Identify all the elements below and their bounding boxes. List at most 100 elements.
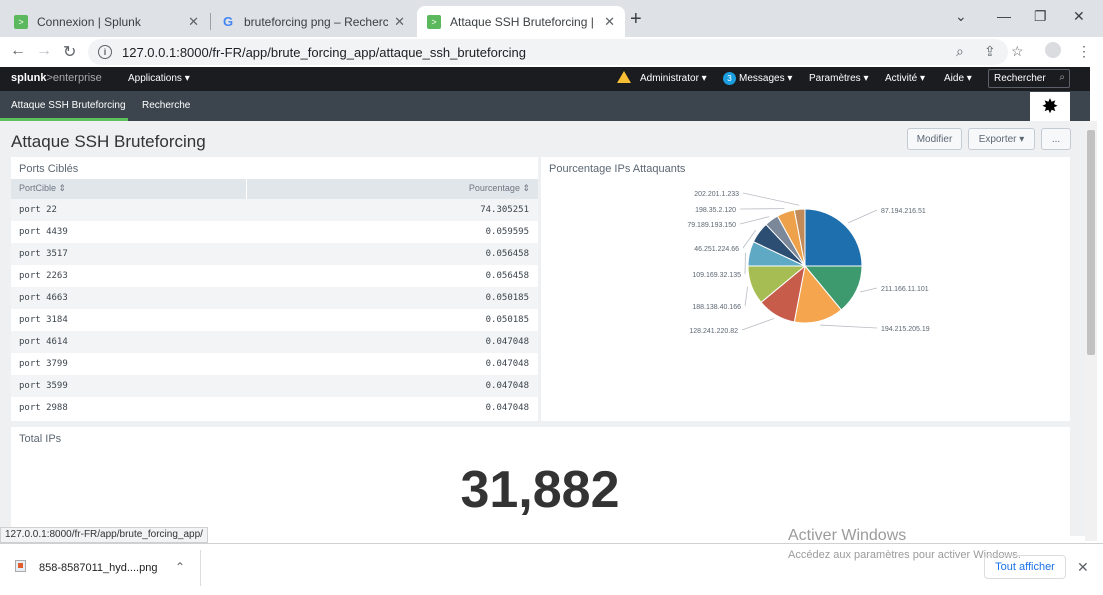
cell-percentage: 0.050185 — [485, 315, 529, 325]
table-body: port 22 74.305251 port 4439 0.059595 port 35… — [11, 199, 538, 419]
pie-label: 128.241.220.82 — [689, 328, 738, 335]
cell-port: port 4663 — [19, 293, 68, 303]
table-header: PortCible ⇕ Pourcentage ⇕ — [11, 179, 538, 199]
export-button[interactable]: Exporter ▾ — [968, 128, 1035, 150]
table-row[interactable]: port 3599 0.047048 — [11, 375, 538, 397]
cell-port: port 3184 — [19, 315, 68, 325]
close-tab-icon[interactable]: ✕ — [394, 13, 405, 29]
cell-port: port 22 — [19, 205, 57, 215]
pie-leader-line — [744, 286, 749, 307]
column-header-pourcentage[interactable]: Pourcentage ⇕ — [246, 179, 538, 199]
more-button[interactable]: ... — [1041, 128, 1071, 150]
splunk-icon: > — [14, 14, 28, 29]
cell-percentage: 0.047048 — [485, 403, 529, 413]
close-icon[interactable]: ✕ — [1077, 559, 1089, 575]
applications-menu[interactable]: Applications ▾ — [128, 73, 190, 84]
activity-menu[interactable]: Activité ▾ — [885, 73, 926, 84]
google-icon: G — [222, 14, 234, 29]
search-input[interactable]: Rechercher ⌕ — [988, 69, 1070, 88]
download-filename[interactable]: 858-8587011_hyd....png — [39, 562, 158, 574]
app-logo-icon[interactable]: ✸ — [1030, 92, 1070, 121]
table-row[interactable]: port 2263 0.056458 — [11, 265, 538, 287]
messages-menu[interactable]: Messages ▾ — [739, 73, 793, 84]
forward-icon[interactable]: → — [36, 42, 52, 59]
tab-title: Connexion | Splunk — [37, 14, 141, 29]
warning-icon[interactable] — [617, 71, 631, 83]
restore-icon[interactable]: ❐ — [1034, 8, 1047, 24]
cell-percentage: 0.050185 — [485, 293, 529, 303]
table-row[interactable]: port 4614 0.047048 — [11, 331, 538, 353]
pie-leader-line — [860, 287, 878, 293]
app-nav-bar: Attaque SSH Bruteforcing Recherche — [0, 91, 1090, 121]
messages-count-badge[interactable]: 3 — [723, 72, 736, 85]
help-menu[interactable]: Aide ▾ — [944, 73, 972, 84]
table-row[interactable]: port 3517 0.056458 — [11, 243, 538, 265]
pie-leader-line — [742, 192, 800, 206]
cell-port: port 3799 — [19, 359, 68, 369]
menu-icon[interactable]: ⋮ — [1077, 43, 1091, 59]
cell-port: port 2263 — [19, 271, 68, 281]
tab-separator — [210, 13, 211, 30]
cell-port: port 4614 — [19, 337, 68, 347]
pie-leader-line — [820, 324, 878, 329]
user-menu[interactable]: Administrator ▾ — [640, 73, 707, 84]
tab-title: bruteforcing png – Recherche Go — [244, 14, 389, 29]
pie-label: 194.215.205.19 — [881, 326, 930, 333]
minimize-icon[interactable]: — — [997, 8, 1011, 24]
share-icon[interactable]: ⇪ — [984, 43, 996, 59]
tab-connexion-splunk[interactable]: > Connexion | Splunk ✕ — [4, 6, 209, 37]
nav-attaque-ssh[interactable]: Attaque SSH Bruteforcing — [11, 100, 126, 111]
zoom-icon[interactable]: ⌕ — [956, 43, 964, 59]
scrollbar-thumb[interactable] — [1087, 130, 1095, 355]
chevron-down-icon[interactable]: ⌄ — [955, 8, 967, 24]
close-tab-icon[interactable]: ✕ — [188, 13, 199, 29]
show-all-downloads-button[interactable]: Tout afficher — [984, 555, 1066, 579]
windows-activation-text: Accédez aux paramètres pour activer Wind… — [788, 549, 1021, 561]
cell-percentage: 0.056458 — [485, 271, 529, 281]
pie-label: 46.251.224.66 — [694, 246, 739, 253]
pie-leader-line — [741, 318, 775, 331]
tab-google-search[interactable]: G bruteforcing png – Recherche Go ✕ — [211, 6, 415, 37]
address-bar[interactable]: i 127.0.0.1:8000/fr-FR/app/brute_forcing… — [88, 39, 1008, 65]
pie-label: 79.189.193.150 — [687, 222, 736, 229]
close-tab-icon[interactable]: ✕ — [604, 13, 615, 29]
pie-chart: 87.194.216.51 211.166.11.101 194.215.205.1… — [687, 191, 930, 335]
table-row[interactable]: port 2988 0.047048 — [11, 397, 538, 419]
ports-table: PortCible ⇕ Pourcentage ⇕ port 22 74.3052… — [11, 179, 538, 419]
reload-icon[interactable]: ↻ — [63, 44, 77, 61]
star-icon[interactable]: ☆ — [1011, 43, 1024, 59]
table-row[interactable]: port 4439 0.059595 — [11, 221, 538, 243]
download-bar — [0, 543, 1103, 595]
table-row[interactable]: port 4663 0.050185 — [11, 287, 538, 309]
table-row[interactable]: port 22 74.305251 — [11, 199, 538, 221]
cell-percentage: 0.056458 — [485, 249, 529, 259]
column-header-portcible[interactable]: PortCible ⇕ — [19, 183, 67, 193]
image-file-icon — [15, 560, 26, 572]
pie-slice[interactable] — [804, 208, 863, 267]
table-row[interactable]: port 3799 0.047048 — [11, 353, 538, 375]
splunk-logo[interactable]: splunk>enterprise — [11, 72, 102, 84]
pie-leader-line — [742, 229, 756, 249]
pie-label: 211.166.11.101 — [881, 286, 929, 293]
dashboard-title: Attaque SSH Bruteforcing — [11, 132, 206, 151]
info-icon[interactable]: i — [98, 45, 112, 59]
pie-slice[interactable] — [793, 208, 806, 267]
pie-label: 198.35.2.120 — [695, 207, 736, 214]
close-window-icon[interactable]: ✕ — [1073, 8, 1085, 24]
cell-percentage: 0.047048 — [485, 381, 529, 391]
pie-label: 87.194.216.51 — [881, 208, 926, 215]
edit-button[interactable]: Modifier — [907, 128, 962, 150]
back-icon[interactable]: ← — [10, 42, 26, 59]
table-row[interactable]: port 3184 0.050185 — [11, 309, 538, 331]
settings-menu[interactable]: Paramètres ▾ — [809, 73, 869, 84]
new-tab-icon[interactable]: + — [630, 8, 642, 30]
nav-recherche[interactable]: Recherche — [142, 100, 191, 111]
cell-port: port 2988 — [19, 403, 68, 413]
profile-icon[interactable] — [1045, 42, 1061, 58]
pie-panel-title: Pourcentage IPs Attaquants — [549, 163, 686, 175]
chevron-up-icon[interactable]: ⌃ — [175, 560, 186, 574]
cell-percentage: 0.047048 — [485, 337, 529, 347]
tab-attaque-ssh[interactable]: > Attaque SSH Bruteforcing | Splun ✕ — [417, 6, 625, 37]
cell-percentage: 74.305251 — [480, 205, 529, 215]
cell-port: port 3599 — [19, 381, 68, 391]
